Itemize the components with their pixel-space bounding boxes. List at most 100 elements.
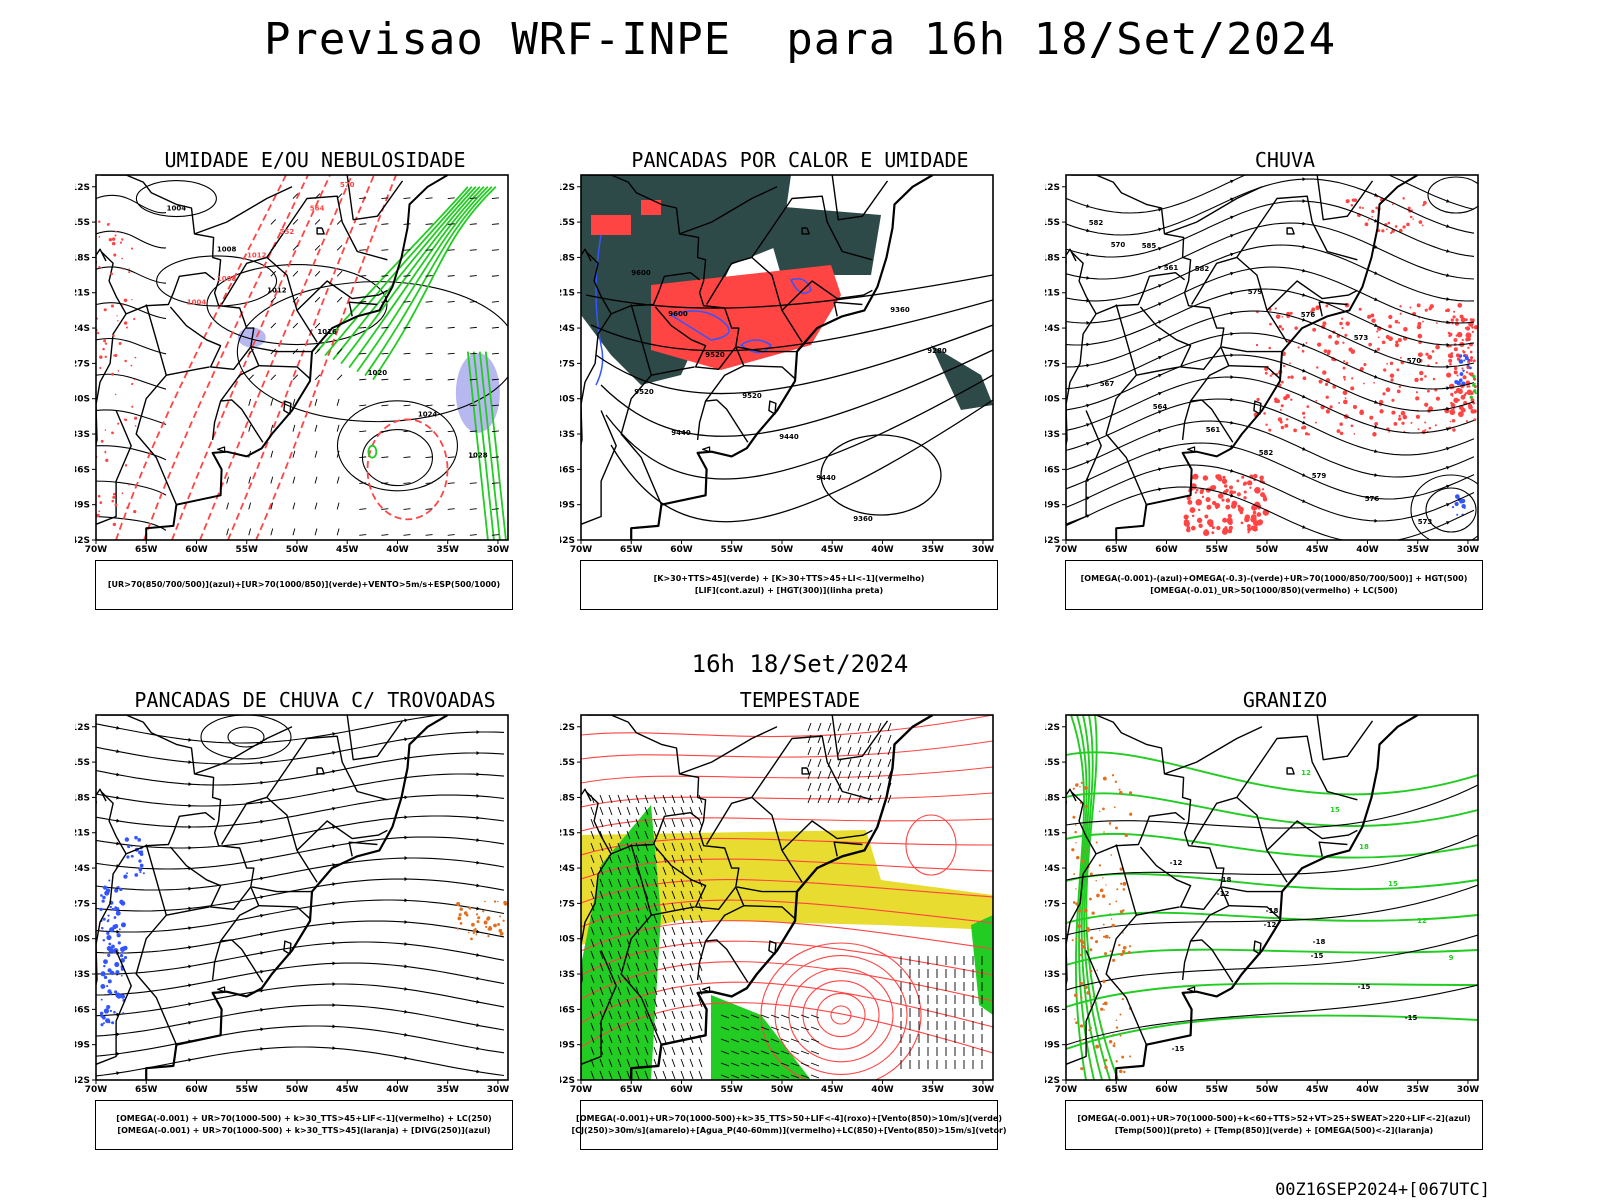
contour	[200, 715, 292, 760]
speckle	[1074, 824, 1077, 826]
speckle	[1252, 510, 1257, 515]
wind-arrow	[680, 986, 685, 996]
lon-label: 50W	[1256, 1085, 1279, 1095]
speckle	[107, 979, 112, 984]
speckle	[1389, 373, 1395, 378]
arrow-head	[1374, 374, 1378, 379]
wind-arrow	[590, 1034, 595, 1044]
wind-arrow	[671, 1022, 676, 1032]
speckle	[103, 1022, 105, 1025]
wind-arrow	[425, 456, 433, 459]
legend-line: [LIF](cont.azul) + [HGT(300)](linha pret…	[694, 586, 884, 595]
wind-arrow	[827, 746, 832, 756]
wind-arrow	[314, 348, 321, 355]
speckle	[1075, 783, 1079, 787]
speckle	[123, 955, 128, 960]
wind-arrow	[359, 456, 367, 459]
temp850-line	[1066, 948, 1478, 966]
wind-arrow	[314, 476, 318, 484]
speckle	[1451, 505, 1455, 509]
border-line	[316, 227, 325, 235]
speckle	[486, 916, 491, 920]
lat-label: 33S	[75, 430, 90, 440]
lon-label: 70W	[570, 1085, 593, 1095]
speckle	[1269, 322, 1272, 326]
wind-arrow	[740, 1038, 750, 1043]
speckle	[111, 372, 115, 376]
wind-arrow	[680, 1022, 685, 1032]
speckle	[103, 1008, 110, 1014]
arrow-head	[1086, 342, 1090, 347]
streamline	[1066, 178, 1475, 236]
speckle	[1124, 833, 1128, 838]
streamline	[581, 940, 993, 976]
wind-arrow	[491, 301, 499, 303]
speckle	[1369, 415, 1374, 420]
speckle	[1391, 398, 1395, 402]
arrow-head	[260, 913, 264, 918]
border-line	[211, 940, 222, 980]
lat-label: 30S	[1045, 395, 1060, 405]
speckle	[108, 238, 113, 242]
speckle	[123, 874, 128, 879]
arrow-head	[1158, 320, 1162, 324]
wind-arrow	[599, 878, 604, 888]
lon-label: 55W	[236, 545, 259, 555]
lagoon	[768, 400, 777, 415]
speckle-area	[99, 874, 128, 1027]
wind-arrow	[662, 806, 667, 816]
arrow-head	[260, 876, 264, 881]
speckle	[103, 975, 108, 980]
speckle	[456, 902, 461, 907]
speckle	[1385, 387, 1391, 393]
lon-label: 35W	[921, 1085, 944, 1095]
wind-arrow	[403, 378, 411, 381]
wind-arrow	[837, 770, 842, 780]
hgt-line	[595, 324, 993, 395]
speckle	[1314, 421, 1317, 424]
wind-arrow	[599, 914, 604, 924]
speckle	[1303, 416, 1306, 419]
wind-arrow	[314, 424, 318, 432]
speckle	[1246, 524, 1251, 529]
speckle	[1102, 807, 1105, 811]
speckle	[1466, 385, 1469, 388]
wind-arrow	[698, 1010, 703, 1020]
wind-arrow	[608, 830, 613, 840]
wind-arrow	[599, 1070, 604, 1080]
speckle	[1079, 785, 1081, 788]
contour-label: 9600	[668, 310, 688, 318]
speckle	[1268, 346, 1271, 350]
wind-arrow	[698, 926, 703, 936]
wind-arrow	[750, 1050, 760, 1055]
speckle	[111, 241, 116, 246]
wind-arrow	[750, 1014, 760, 1019]
wind-arrow	[425, 301, 433, 303]
speckle	[1322, 370, 1327, 375]
arrow-head	[1158, 246, 1162, 251]
lon-label: 60W	[1155, 1085, 1178, 1095]
wind-arrow	[887, 746, 892, 756]
speckle	[1089, 969, 1093, 973]
wind-arrow	[671, 950, 676, 960]
legend-line: [Temp(500)](preto) + [Temp(850)](verde) …	[1114, 1126, 1434, 1135]
wind-arrow	[837, 722, 842, 732]
speckle	[128, 484, 131, 486]
lon-label: 70W	[85, 545, 108, 555]
speckle	[1231, 500, 1238, 507]
speckle	[1393, 421, 1398, 426]
arrow-head	[1158, 467, 1162, 472]
speckle	[114, 962, 120, 968]
speckle	[1409, 306, 1412, 309]
border-line	[1139, 306, 1222, 371]
speckle	[1386, 362, 1389, 365]
border-line	[581, 248, 592, 262]
wind-arrow	[680, 914, 685, 924]
contour-label: 582	[1195, 265, 1210, 273]
speckle	[1297, 346, 1300, 349]
wind-arrow	[608, 818, 613, 828]
speckle	[114, 888, 119, 893]
speckle	[1112, 1044, 1116, 1048]
speckle	[111, 944, 115, 949]
wind-arrow	[381, 223, 389, 225]
